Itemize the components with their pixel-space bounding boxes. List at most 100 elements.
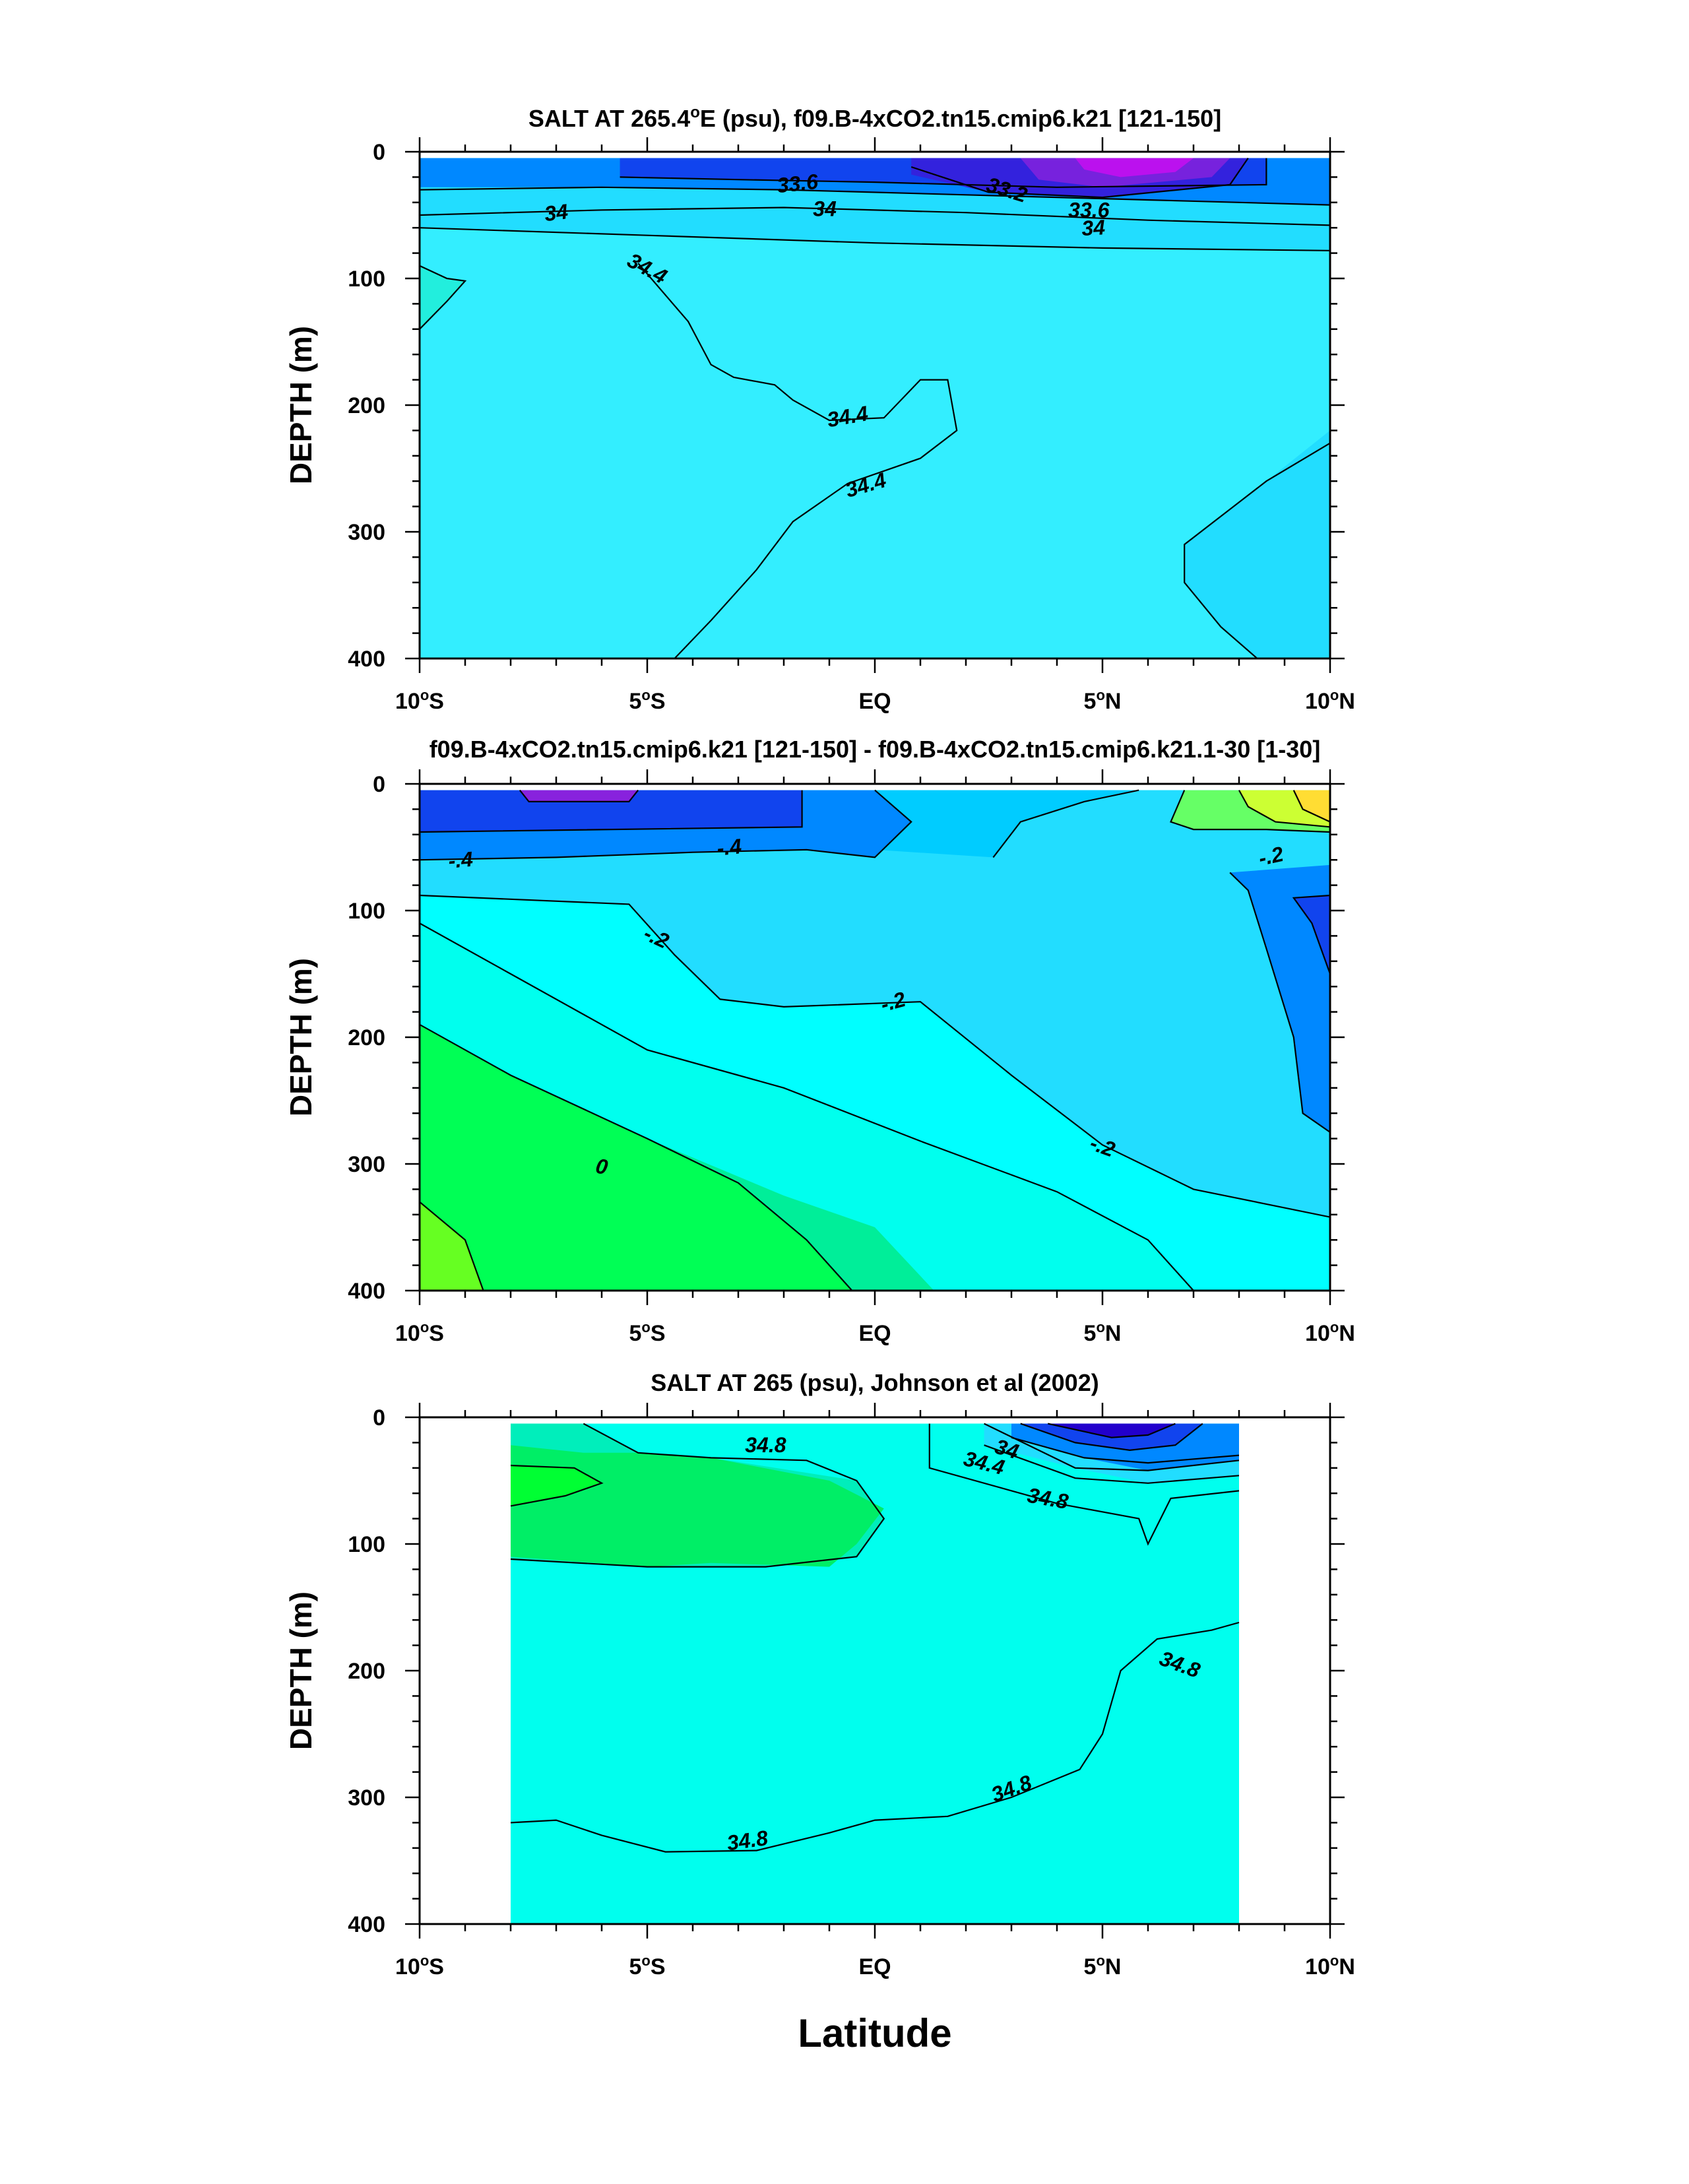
x-tick-label: EQ bbox=[858, 689, 891, 714]
x-tick-label: 5oN bbox=[1084, 1952, 1122, 1979]
y-tick-label: 400 bbox=[348, 1279, 385, 1304]
contour-line-1 bbox=[420, 789, 912, 861]
y-tick-label: 200 bbox=[348, 393, 385, 418]
contour-line-3 bbox=[1020, 1423, 1203, 1452]
contour-fill-2 bbox=[511, 1445, 884, 1567]
panel-top-title: SALT AT 265.4oE (psu), f09.B-4xCO2.tn15.… bbox=[528, 104, 1221, 132]
x-tick-label: 5oN bbox=[1084, 687, 1122, 714]
contour-label: -.4 bbox=[447, 847, 474, 873]
contour-line-2 bbox=[510, 1464, 604, 1507]
contour-line-4 bbox=[420, 894, 1330, 1218]
contour-label: 34.8 bbox=[745, 1433, 786, 1457]
contour-line-11 bbox=[420, 265, 467, 330]
contour-line-5 bbox=[928, 1423, 1240, 1546]
x-tick-label: 10oS bbox=[395, 1952, 444, 1979]
contour-line-8 bbox=[1170, 790, 1330, 833]
x-tick-label: 10oS bbox=[395, 1319, 444, 1346]
x-tick-label: 10oN bbox=[1305, 1952, 1355, 1979]
contour-label: 34 bbox=[1081, 215, 1106, 240]
panel-bottom-title: SALT AT 265 (psu), Johnson et al (2002) bbox=[651, 1369, 1099, 1396]
contour-label: 34 bbox=[813, 197, 837, 220]
contour-line-6 bbox=[984, 1444, 1240, 1484]
contour-line-9 bbox=[1229, 872, 1330, 1133]
y-tick-label: 100 bbox=[348, 267, 385, 292]
panel-middle-plot: -.4 -.4-.2-.2-.2-.20 bbox=[420, 789, 1330, 1291]
contour-line-8 bbox=[1047, 1423, 1176, 1438]
contour-line-4 bbox=[420, 207, 1330, 226]
contour-line-1 bbox=[510, 1423, 885, 1568]
contour-line-2 bbox=[420, 790, 803, 833]
x-tick-label: 5oS bbox=[629, 687, 665, 714]
contour-label: 33.6 bbox=[1068, 198, 1109, 222]
contour-line-14 bbox=[420, 1023, 853, 1291]
panel-bottom-ylabel: DEPTH (m) bbox=[284, 1591, 318, 1750]
contour-line-2 bbox=[910, 157, 1249, 199]
contour-fill-14 bbox=[420, 1202, 484, 1291]
contour-fill-10 bbox=[1230, 864, 1330, 1132]
panel-top-ylabel: DEPTH (m) bbox=[284, 326, 318, 484]
x-tick-label: 10oN bbox=[1305, 1319, 1355, 1346]
y-tick-label: 300 bbox=[348, 1785, 385, 1811]
y-tick-label: 0 bbox=[373, 140, 385, 165]
contour-line-10 bbox=[1292, 894, 1330, 975]
contour-fill-7 bbox=[1184, 430, 1330, 658]
contour-line-10 bbox=[1184, 442, 1330, 658]
y-tick-label: 400 bbox=[348, 1912, 385, 1937]
x-tick-label: EQ bbox=[858, 1954, 891, 1979]
x-tick-label: 10oS bbox=[395, 687, 444, 714]
contour-fill-6 bbox=[519, 790, 639, 802]
contour-fill-8 bbox=[1048, 1423, 1176, 1438]
contour-label: 33.6 bbox=[776, 170, 819, 197]
contour-fill-3 bbox=[511, 1465, 602, 1506]
x-tick-label: 5oN bbox=[1084, 1319, 1122, 1346]
contour-line-11 bbox=[1238, 790, 1330, 828]
contour-line-7 bbox=[992, 789, 1139, 858]
x-axis-label: Latitude bbox=[798, 2011, 951, 2055]
contour-fill-5 bbox=[420, 790, 802, 832]
y-tick-label: 100 bbox=[348, 899, 385, 924]
contour-line-7 bbox=[1011, 1436, 1240, 1464]
contour-label: -.2 bbox=[1256, 842, 1285, 870]
contour-line-9 bbox=[510, 1621, 1240, 1853]
contour-fill-13 bbox=[420, 1024, 852, 1291]
contour-label: 34.8 bbox=[725, 1826, 769, 1855]
y-tick-label: 100 bbox=[348, 1532, 385, 1557]
contour-line-15 bbox=[420, 1201, 484, 1291]
y-tick-label: 300 bbox=[348, 520, 385, 545]
panel-top-axes: 0 100 200 300 400 10oS 5oS EQ 5oN 10oN bbox=[348, 137, 1355, 714]
contour-line-8 bbox=[637, 263, 958, 658]
contour-fill-9 bbox=[1293, 790, 1330, 822]
contour-fill-6 bbox=[1075, 158, 1194, 177]
contour-line-12 bbox=[1292, 790, 1330, 823]
x-tick-label: 10oN bbox=[1305, 687, 1355, 714]
x-tick-label: EQ bbox=[858, 1321, 891, 1346]
x-tick-label: 5oS bbox=[629, 1952, 665, 1979]
contour-line-3 bbox=[620, 158, 1267, 188]
panel-bottom-axes: 0 100 200 300 400 10oS 5oS EQ 5oN 10oN bbox=[348, 1403, 1355, 1979]
panel-middle-title: f09.B-4xCO2.tn15.cmip6.k21 [121-150] - f… bbox=[430, 736, 1321, 763]
contour-fill-2 bbox=[420, 790, 1330, 1217]
panel-top: SALT AT 265.4oE (psu), f09.B-4xCO2.tn15.… bbox=[284, 104, 1355, 714]
contour-fill-11 bbox=[1293, 895, 1330, 974]
panel-middle: f09.B-4xCO2.tn15.cmip6.k21 [121-150] - f… bbox=[284, 736, 1355, 1346]
contour-line-4 bbox=[984, 1423, 1240, 1471]
y-tick-label: 400 bbox=[348, 647, 385, 672]
x-tick-label: 5oS bbox=[629, 1319, 665, 1346]
contour-line-3 bbox=[519, 789, 639, 803]
panel-bottom: SALT AT 265 (psu), Johnson et al (2002) … bbox=[284, 1369, 1355, 2055]
y-tick-label: 0 bbox=[373, 772, 385, 797]
panel-middle-ylabel: DEPTH (m) bbox=[284, 958, 318, 1116]
y-tick-label: 300 bbox=[348, 1152, 385, 1177]
contour-label: -.4 bbox=[716, 834, 743, 860]
panel-middle-axes: 0 100 200 300 400 10oS 5oS EQ 5oN 10oN bbox=[348, 769, 1355, 1346]
y-tick-label: 200 bbox=[348, 1025, 385, 1050]
contour-label: 0 bbox=[594, 1154, 610, 1180]
contour-line-7 bbox=[420, 227, 1330, 251]
y-tick-label: 0 bbox=[373, 1405, 385, 1430]
contour-line-1 bbox=[420, 186, 1330, 206]
contour-label: 34 bbox=[543, 199, 569, 226]
contour-fill-8 bbox=[420, 265, 465, 329]
